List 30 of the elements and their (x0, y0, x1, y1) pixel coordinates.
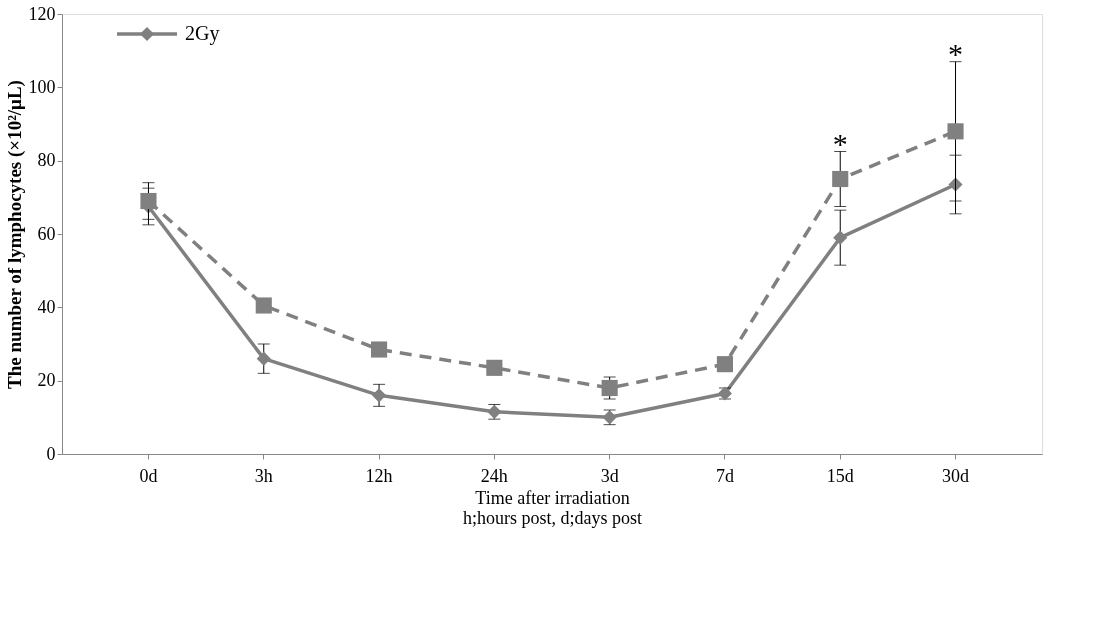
point (371, 388, 387, 403)
y-tick-label: 20 (37, 370, 56, 391)
point (255, 297, 272, 314)
y-tick-label: 120 (28, 3, 56, 24)
point (256, 351, 271, 366)
x-tick-label: 3h (254, 465, 273, 486)
x-tick-label: 12h (365, 465, 393, 486)
y-tick-label: 40 (37, 296, 56, 317)
annotation: * (832, 126, 848, 160)
annotation: * (948, 36, 964, 70)
point (833, 230, 848, 245)
x-tick-label: 0d (139, 465, 158, 486)
point (716, 356, 733, 373)
y-axis-title: The number of lymphocytes (×10²/μL) (3, 80, 26, 389)
legend-label: 2Gy (185, 22, 220, 45)
y-tick-label: 100 (28, 76, 56, 97)
x-tick-label: 30d (942, 465, 970, 486)
point (140, 192, 157, 210)
x-axis-title: Time after irradiation h;hours post, d;days post (462, 487, 643, 528)
point (947, 123, 964, 140)
point (486, 359, 503, 376)
x-tick-label: 15d (826, 465, 854, 486)
y-tick-label: 0 (46, 443, 56, 464)
x-tick-label: 3d (600, 465, 619, 486)
point (371, 341, 388, 358)
point (832, 170, 849, 188)
x-tick-label: 24h (480, 465, 508, 486)
y-tick-label: 80 (37, 150, 56, 171)
x-tick-label: 7d (715, 465, 734, 486)
y-tick-label: 60 (37, 223, 56, 244)
